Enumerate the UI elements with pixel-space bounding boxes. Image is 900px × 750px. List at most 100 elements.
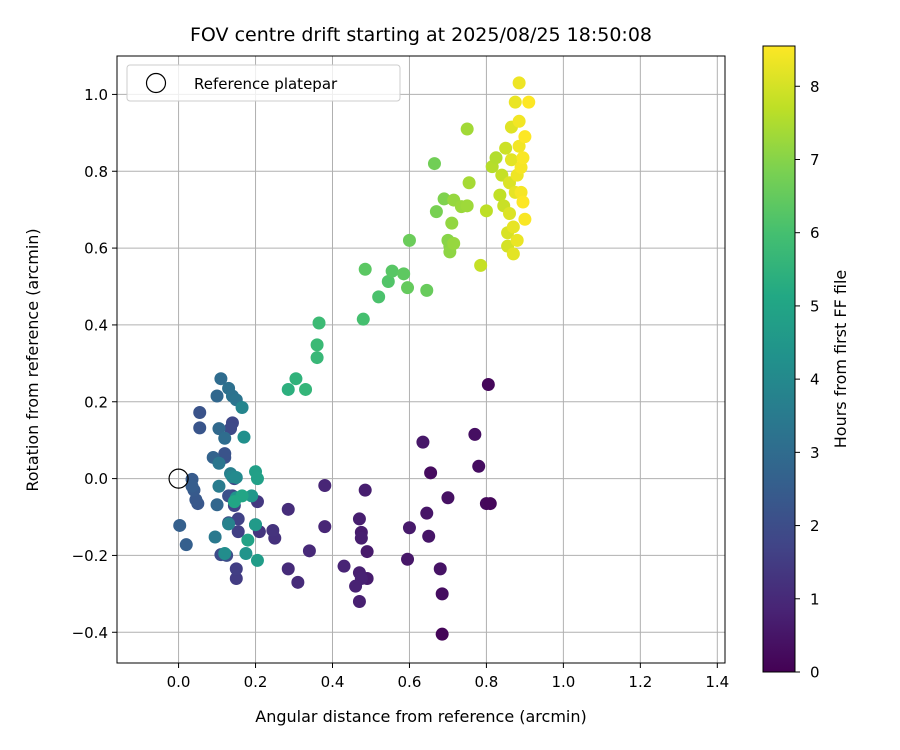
data-point [358,262,372,276]
data-point [318,520,332,534]
data-point [429,205,443,219]
data-point [397,267,411,281]
plot-frame [116,55,726,664]
data-point [479,204,493,218]
data-point [224,422,238,436]
data-point [402,521,416,535]
data-point [518,212,532,226]
colorbar-tick-label: 0 [810,664,820,682]
data-point [173,518,187,532]
grid-lines [117,56,725,663]
data-point [227,495,241,509]
data-point [239,547,253,561]
data-point [210,389,224,403]
data-point [289,372,303,386]
data-point [506,247,520,261]
data-point [468,427,482,441]
data-point [235,401,249,415]
data-point [237,430,251,444]
data-point [218,447,232,461]
chart-title: FOV centre drift starting at 2025/08/25 … [190,24,652,46]
data-point [435,587,449,601]
data-point [474,258,488,272]
data-point [506,220,520,234]
data-point [422,529,436,543]
data-point [241,533,255,547]
data-point [337,559,351,573]
data-point [312,316,326,330]
y-tick-label: 0.0 [84,470,108,488]
data-point [249,518,263,532]
data-point [512,114,526,128]
x-tick-label: 0.2 [244,673,268,691]
y-tick-label: 0.6 [84,240,108,258]
data-point [212,479,226,493]
x-tick-label: 0.0 [167,673,191,691]
data-point [356,312,370,326]
data-point [522,95,536,109]
data-point [427,157,441,171]
data-point [218,431,232,445]
colorbar-tick-label: 8 [810,78,820,96]
data-point [229,470,243,484]
legend-reference-marker [145,72,167,94]
data-point [437,192,451,206]
x-axis-ticks: 0.0 0.2 0.4 0.6 0.8 1.0 1.2 1.4 [167,663,729,691]
data-point [420,283,434,297]
data-point [462,176,476,190]
data-point [508,95,522,109]
data-point [302,544,316,558]
data-point [489,151,503,165]
colorbar-tick-label: 3 [810,444,820,462]
data-point [483,497,497,511]
y-axis-ticks: −0.4 −0.2 0.0 0.2 0.4 0.6 0.8 1.0 [72,86,117,642]
y-tick-label: 0.4 [84,316,108,334]
colorbar-label: Hours from first FF file [831,270,850,449]
data-point [222,517,236,531]
data-point [401,552,415,566]
legend-box [126,64,401,102]
data-point [218,547,232,561]
y-axis-label: Rotation from reference (arcmin) [23,228,42,491]
data-point [185,479,199,493]
data-point [299,382,313,396]
data-point [516,151,530,165]
data-point [210,498,224,512]
data-point [354,531,368,545]
colorbar: 0 1 2 3 4 5 6 7 8 Hours from first FF file [762,45,850,682]
data-point [250,553,264,567]
data-point [401,281,415,295]
data-point [447,236,461,250]
colorbar-tick-label: 1 [810,590,820,608]
data-point [281,562,295,576]
data-point [310,338,324,352]
colorbar-ticks: 0 1 2 3 4 5 6 7 8 [795,78,820,682]
data-point [416,435,430,449]
data-point [435,627,449,641]
colorbar-tick-label: 7 [810,151,820,169]
data-point [510,233,524,247]
legend-entry: Reference platepar [194,75,338,93]
data-point [460,122,474,136]
x-tick-label: 0.4 [321,673,345,691]
y-tick-label: −0.2 [72,547,108,565]
legend: Reference platepar [126,64,401,102]
data-point [352,595,366,609]
data-point [433,562,447,576]
x-tick-label: 0.8 [474,673,498,691]
data-point [385,264,399,278]
data-point [402,233,416,247]
reference-platepar-marker [168,468,189,489]
data-point [281,382,295,396]
data-point [212,456,226,470]
colorbar-tick-label: 6 [810,224,820,242]
data-point [516,195,530,209]
data-point [229,571,243,585]
data-point [445,216,459,230]
reference-marker [168,468,189,489]
data-point [212,422,226,436]
data-point [281,502,295,516]
colorbar-tick-label: 5 [810,297,820,315]
data-point [441,491,455,505]
